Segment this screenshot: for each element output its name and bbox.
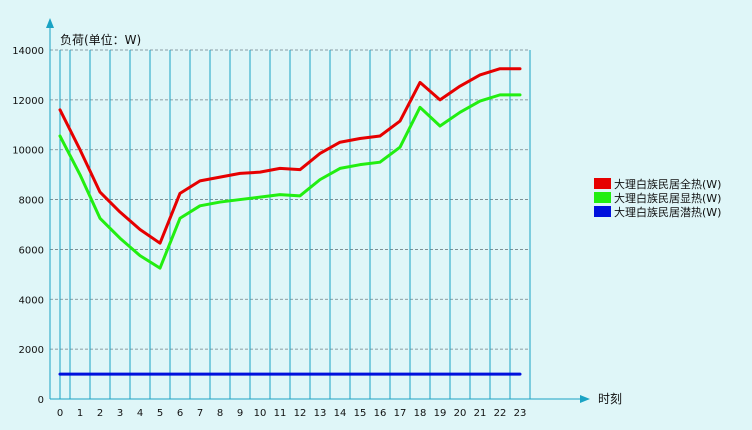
x-tick-label: 4 (137, 408, 143, 419)
series-line (58, 93, 522, 270)
x-tick-label: 0 (57, 408, 63, 419)
legend-swatch (594, 192, 611, 203)
x-tick-labels: 0 1 2 3 4 5 6 7 8 9 10 11 12 13 14 15 16 17 18 19 20 21 22 23 (57, 408, 527, 419)
x-axis-title: 时刻 (598, 392, 622, 406)
x-tick-label: 23 (514, 408, 527, 419)
series-lines (58, 67, 522, 376)
x-tick-label: 8 (217, 408, 223, 419)
x-tick-label: 16 (374, 408, 387, 419)
axes: 负荷(单位：W) 时刻 (46, 18, 622, 406)
y-tick-label: 6000 (19, 245, 44, 256)
x-tick-label: 5 (157, 408, 163, 419)
x-tick-label: 17 (394, 408, 407, 419)
grid-lines (49, 49, 531, 399)
legend-swatch (594, 206, 611, 217)
y-tick-label: 4000 (19, 295, 44, 306)
x-tick-label: 13 (314, 408, 327, 419)
x-tick-label: 19 (434, 408, 447, 419)
y-tick-label: 0 (38, 395, 44, 406)
series-line (58, 67, 522, 245)
x-tick-label: 20 (454, 408, 467, 419)
x-tick-label: 18 (414, 408, 427, 419)
x-tick-label: 1 (77, 408, 83, 419)
y-tick-labels: 0 2000 4000 6000 8000 10000 12000 14000 (12, 46, 44, 406)
x-tick-label: 22 (494, 408, 507, 419)
y-tick-label: 12000 (12, 96, 44, 107)
x-tick-label: 6 (177, 408, 183, 419)
x-axis-arrow-icon (580, 395, 590, 403)
x-tick-label: 11 (274, 408, 287, 419)
legend-label: 大理白族民居潜热(W) (614, 205, 721, 219)
x-tick-label: 10 (254, 408, 267, 419)
x-tick-label: 12 (294, 408, 307, 419)
legend-swatch (594, 178, 611, 189)
y-tick-label: 8000 (19, 196, 44, 207)
x-tick-label: 7 (197, 408, 203, 419)
x-tick-label: 14 (334, 408, 347, 419)
x-tick-label: 2 (97, 408, 103, 419)
legend-label: 大理白族民居全热(W) (614, 177, 721, 191)
y-tick-label: 10000 (12, 146, 44, 157)
x-tick-label: 3 (117, 408, 123, 419)
legend-label: 大理白族民居显热(W) (614, 191, 721, 205)
y-tick-label: 14000 (12, 46, 44, 57)
x-tick-label: 21 (474, 408, 487, 419)
y-axis-title: 负荷(单位：W) (60, 32, 141, 47)
x-tick-label: 15 (354, 408, 367, 419)
y-axis-arrow-icon (46, 18, 54, 28)
legend: 大理白族民居全热(W)大理白族民居显热(W)大理白族民居潜热(W) (594, 177, 721, 219)
y-tick-label: 2000 (19, 345, 44, 356)
x-tick-label: 9 (237, 408, 243, 419)
